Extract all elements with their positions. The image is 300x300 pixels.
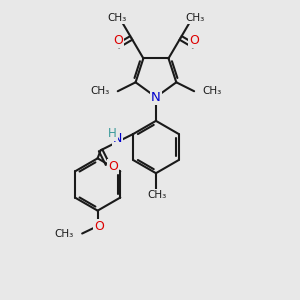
- Text: CH₃: CH₃: [54, 229, 73, 238]
- Text: O: O: [108, 160, 118, 173]
- Text: N: N: [151, 91, 161, 103]
- Text: O: O: [113, 34, 123, 47]
- Text: H: H: [108, 127, 117, 140]
- Text: O: O: [189, 34, 199, 47]
- Text: CH₃: CH₃: [148, 190, 167, 200]
- Text: O: O: [94, 220, 104, 232]
- Text: CH₃: CH₃: [91, 86, 110, 96]
- Text: CH₃: CH₃: [185, 13, 205, 23]
- Text: N: N: [112, 132, 122, 145]
- Text: CH₃: CH₃: [202, 86, 221, 96]
- Text: CH₃: CH₃: [107, 13, 127, 23]
